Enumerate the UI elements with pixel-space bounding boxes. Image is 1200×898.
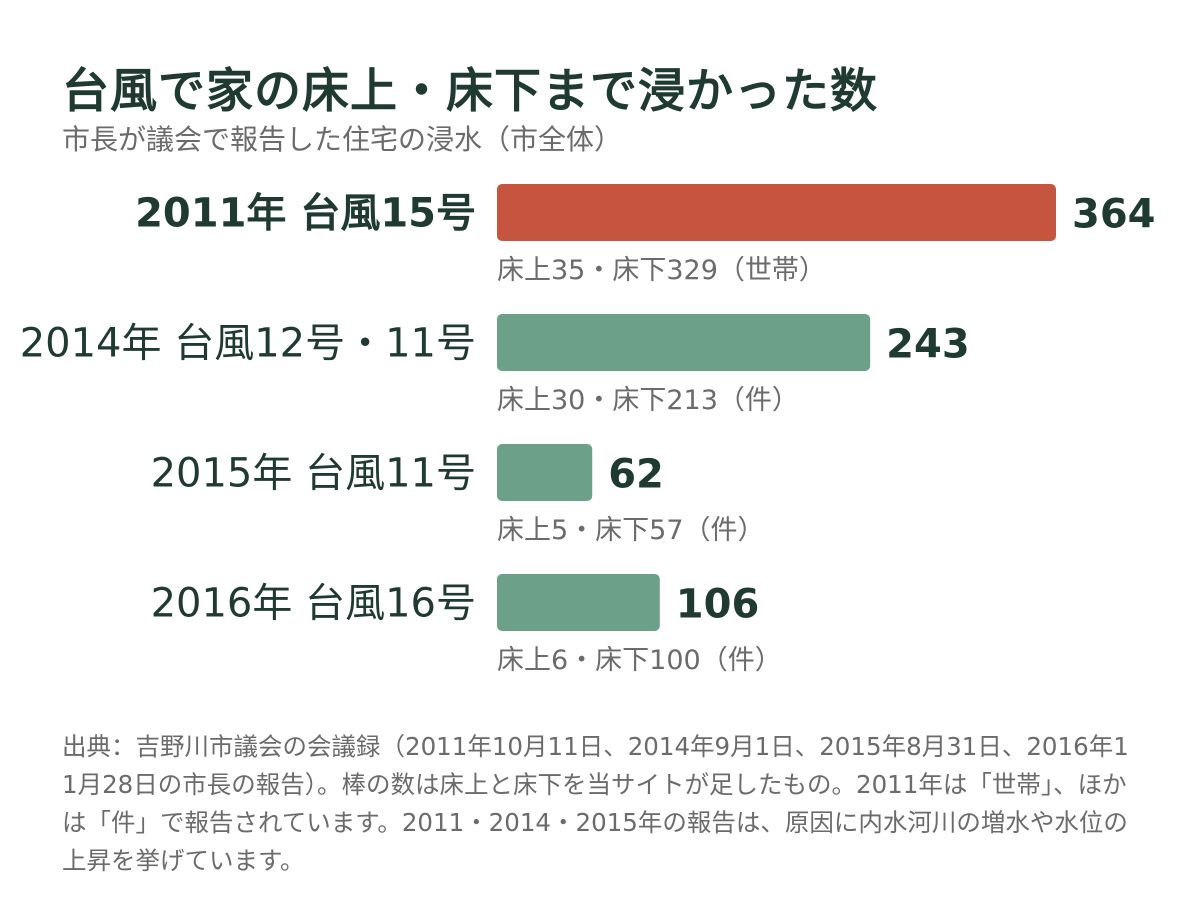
category-label: 2014年 台風12号・11号 bbox=[20, 321, 476, 367]
value-label: 243 bbox=[886, 322, 970, 368]
chart-subtitle: 市長が議会で報告した住宅の浸水（市全体） bbox=[62, 123, 623, 156]
chart-title: 台風で家の床上・床下まで浸かった数 bbox=[62, 64, 878, 119]
detail-label: 床上5・床下57（件） bbox=[497, 515, 765, 546]
bar bbox=[497, 574, 660, 631]
bar-chart: 2011年 台風15号 364 床上35・床下329（世帯） 2014年 台風12号・… bbox=[20, 184, 1156, 676]
bar bbox=[497, 314, 871, 371]
category-label: 2011年 台風15号 bbox=[135, 191, 476, 237]
value-label: 364 bbox=[1072, 192, 1156, 238]
detail-label: 床上35・床下329（世帯） bbox=[497, 255, 826, 286]
category-label: 2015年 台風11号 bbox=[151, 451, 476, 497]
value-label: 106 bbox=[676, 582, 760, 628]
source-note: 出典：吉野川市議会の会議録（2011年10月11日、2014年9月1日、2015… bbox=[62, 732, 1129, 875]
bar bbox=[497, 184, 1056, 241]
detail-label: 床上6・床下100（件） bbox=[497, 645, 782, 676]
detail-label: 床上30・床下213（件） bbox=[497, 385, 799, 416]
value-label: 62 bbox=[608, 452, 664, 498]
category-label: 2016年 台風16号 bbox=[151, 581, 476, 627]
bar bbox=[497, 444, 593, 501]
